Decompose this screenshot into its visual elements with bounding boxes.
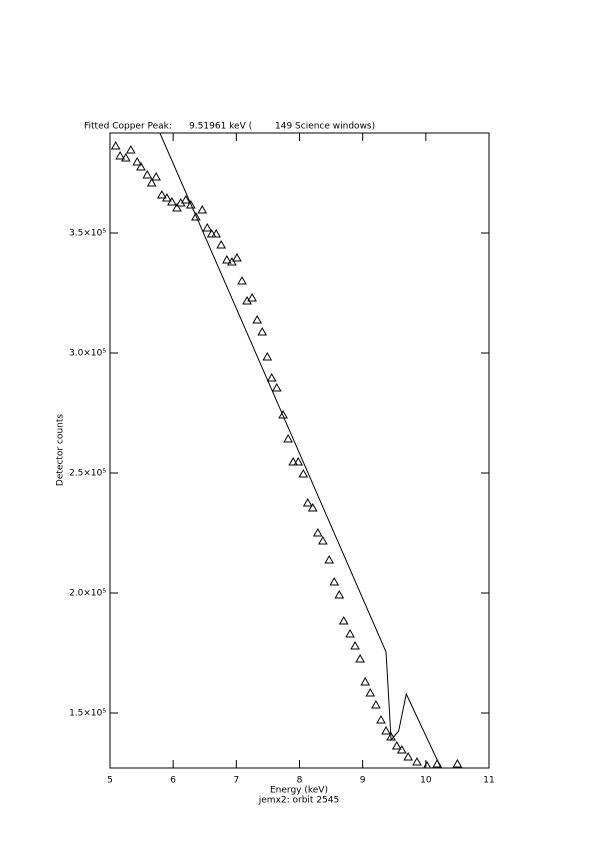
subtitle: jemx2: orbit 2545	[258, 796, 339, 806]
data-point	[232, 253, 242, 262]
plot-area	[110, 133, 463, 768]
y-tick-label: 2.0×10⁵	[69, 588, 106, 598]
data-point	[376, 714, 386, 724]
data-point	[371, 699, 381, 709]
data-point	[242, 295, 252, 305]
data-point	[302, 497, 313, 507]
data-point	[345, 628, 355, 638]
data-point	[334, 589, 345, 599]
data-point	[298, 469, 309, 478]
data-point	[247, 292, 257, 302]
y-tick-label: 3.0×10⁵	[69, 349, 106, 359]
data-point	[156, 190, 167, 199]
data-point	[288, 457, 299, 466]
x-tick-label: 8	[297, 776, 303, 786]
data-point	[151, 172, 161, 181]
data-point	[197, 205, 208, 214]
data-point	[146, 178, 157, 187]
y-tick-label: 3.5×10⁵	[69, 229, 106, 239]
data-point	[350, 640, 360, 650]
data-point	[396, 744, 407, 754]
data-point	[381, 725, 391, 735]
x-tick-label: 7	[233, 776, 239, 786]
data-point	[262, 352, 273, 361]
data-point	[423, 760, 432, 768]
x-tick-label: 9	[360, 776, 366, 786]
data-point	[257, 326, 268, 336]
data-point	[283, 433, 293, 443]
data-point	[307, 502, 318, 512]
data-point	[329, 577, 340, 586]
data-point	[266, 373, 277, 382]
data-point	[180, 194, 191, 204]
data-point	[132, 157, 143, 166]
data-point	[412, 756, 422, 766]
data-point	[365, 687, 376, 697]
y-tick-label: 1.5×10⁵	[69, 708, 106, 718]
data-point	[403, 751, 414, 761]
data-point	[136, 161, 146, 171]
data-point	[185, 199, 196, 209]
data-point	[191, 211, 201, 221]
data-point	[115, 151, 125, 160]
data-point	[452, 758, 463, 768]
y-axis-label: Detector counts	[56, 414, 66, 486]
data-point	[271, 382, 282, 392]
data-point	[167, 196, 177, 206]
data-point	[360, 676, 371, 686]
data-point	[110, 140, 121, 150]
data-point	[355, 653, 366, 663]
data-point	[216, 239, 227, 249]
data-point	[237, 275, 247, 285]
data-point	[172, 202, 182, 212]
model-line	[159, 133, 442, 768]
data-point	[125, 145, 136, 154]
data-point	[278, 409, 288, 419]
data-point	[202, 223, 213, 232]
data-point	[318, 535, 328, 545]
data-point	[338, 616, 349, 625]
data-point	[221, 254, 232, 264]
data-point	[120, 152, 131, 162]
data-point	[324, 554, 335, 564]
data-point	[293, 457, 304, 466]
chart-title: Fitted Copper Peak: 9.51961 keV ( 149 Sc…	[84, 122, 375, 132]
data-point	[252, 314, 263, 324]
data-point	[142, 169, 153, 179]
data-point	[391, 740, 402, 750]
data-point	[161, 193, 172, 202]
x-tick-label: 5	[107, 776, 113, 786]
x-tick-label: 6	[170, 776, 176, 786]
x-tick-label: 10	[420, 776, 432, 786]
x-axis-label: Energy (keV)	[270, 786, 328, 796]
plot-frame	[109, 132, 490, 769]
y-tick-label: 2.5×10⁵	[69, 468, 106, 478]
x-tick-label: 11	[483, 776, 494, 786]
data-point	[211, 229, 221, 238]
data-point	[312, 527, 323, 537]
